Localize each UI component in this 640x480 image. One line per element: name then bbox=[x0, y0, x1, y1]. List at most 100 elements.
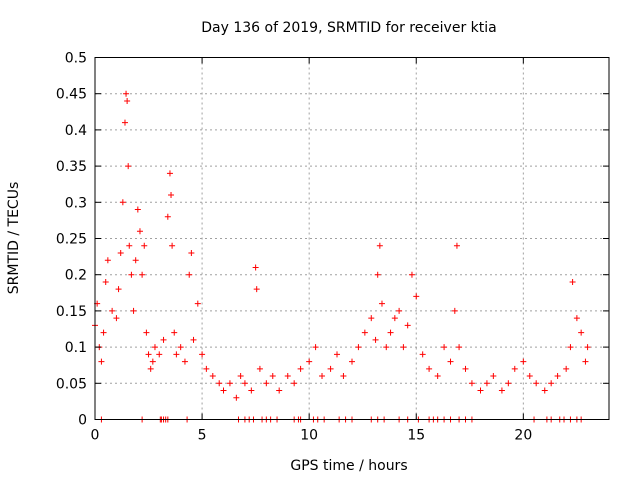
y-tick-label: 0.2 bbox=[65, 268, 87, 284]
data-point bbox=[312, 344, 319, 351]
data-point bbox=[128, 271, 135, 278]
y-tick-label: 0.45 bbox=[56, 87, 87, 103]
data-point bbox=[169, 242, 176, 249]
data-point bbox=[117, 249, 124, 256]
data-point bbox=[188, 249, 195, 256]
data-point bbox=[441, 344, 448, 351]
data-point bbox=[541, 387, 548, 394]
data-point bbox=[368, 315, 375, 322]
data-point bbox=[554, 373, 561, 380]
x-axis-label: GPS time / hours bbox=[290, 458, 407, 474]
data-point bbox=[413, 293, 420, 300]
data-point bbox=[124, 97, 131, 104]
data-point bbox=[419, 351, 426, 358]
data-point bbox=[113, 315, 120, 322]
y-tick-label: 0.5 bbox=[65, 51, 87, 67]
data-point bbox=[391, 315, 398, 322]
data-point bbox=[166, 170, 173, 177]
data-point bbox=[109, 307, 116, 314]
data-point bbox=[164, 213, 171, 220]
data-point bbox=[511, 365, 518, 372]
data-point bbox=[327, 365, 334, 372]
data-point bbox=[147, 365, 154, 372]
data-point bbox=[130, 307, 137, 314]
data-point bbox=[136, 228, 143, 235]
data-point bbox=[248, 387, 255, 394]
data-point bbox=[141, 242, 148, 249]
data-point bbox=[160, 336, 167, 343]
grid-lines bbox=[95, 57, 609, 420]
data-point bbox=[483, 380, 490, 387]
y-axis-label: SRMTID / TECUs bbox=[6, 182, 22, 295]
data-point bbox=[355, 344, 362, 351]
data-point bbox=[404, 322, 411, 329]
data-point bbox=[252, 264, 259, 271]
data-point bbox=[226, 380, 233, 387]
data-point bbox=[156, 351, 163, 358]
data-point bbox=[145, 351, 152, 358]
data-point bbox=[181, 358, 188, 365]
data-point bbox=[173, 351, 180, 358]
data-point bbox=[269, 373, 276, 380]
data-point bbox=[132, 257, 139, 264]
data-point bbox=[190, 336, 197, 343]
data-point bbox=[143, 329, 150, 336]
data-point bbox=[383, 344, 390, 351]
data-point bbox=[563, 365, 570, 372]
data-point bbox=[533, 380, 540, 387]
data-point bbox=[567, 344, 574, 351]
y-tick-label: 0.4 bbox=[65, 123, 87, 139]
data-point bbox=[149, 358, 156, 365]
data-point bbox=[573, 315, 580, 322]
data-point bbox=[291, 380, 298, 387]
data-point bbox=[194, 300, 201, 307]
data-point bbox=[104, 257, 111, 264]
data-point bbox=[306, 358, 313, 365]
data-point bbox=[276, 387, 283, 394]
y-tick-label: 0.25 bbox=[56, 232, 87, 248]
axis-ticks: 0 0.05 0.1 0.15 0.2 0.25 0.3 0.35 0.4 0.45 0.5 0 5 10… bbox=[56, 51, 609, 444]
data-point bbox=[233, 394, 240, 401]
data-point bbox=[319, 373, 326, 380]
y-tick-label: 0.05 bbox=[56, 376, 87, 392]
x-tick-label: 15 bbox=[407, 428, 425, 444]
data-point bbox=[203, 365, 210, 372]
data-point bbox=[426, 365, 433, 372]
data-point bbox=[376, 242, 383, 249]
data-point bbox=[447, 358, 454, 365]
data-point bbox=[462, 365, 469, 372]
data-point bbox=[434, 373, 441, 380]
data-point bbox=[171, 329, 178, 336]
data-point bbox=[220, 387, 227, 394]
data-point bbox=[498, 387, 505, 394]
data-point bbox=[119, 199, 126, 206]
x-tick-label: 5 bbox=[198, 428, 207, 444]
y-tick-label: 0.15 bbox=[56, 304, 87, 320]
data-point bbox=[490, 373, 497, 380]
y-tick-label: 0.1 bbox=[65, 340, 87, 356]
data-point bbox=[284, 373, 291, 380]
data-point bbox=[374, 271, 381, 278]
data-point bbox=[209, 373, 216, 380]
data-point bbox=[237, 373, 244, 380]
x-tick-label: 0 bbox=[91, 428, 100, 444]
data-point bbox=[151, 344, 158, 351]
data-point bbox=[520, 358, 527, 365]
data-point bbox=[453, 242, 460, 249]
y-tick-label: 0 bbox=[78, 413, 87, 429]
data-point bbox=[98, 358, 105, 365]
data-point bbox=[256, 365, 263, 372]
data-point bbox=[396, 307, 403, 314]
data-point bbox=[378, 300, 385, 307]
data-point bbox=[334, 351, 341, 358]
data-point bbox=[372, 336, 379, 343]
data-point bbox=[361, 329, 368, 336]
y-tick-label: 0.3 bbox=[65, 195, 87, 211]
data-point bbox=[241, 380, 248, 387]
data-point bbox=[340, 373, 347, 380]
data-point bbox=[451, 307, 458, 314]
data-point bbox=[456, 344, 463, 351]
data-points bbox=[92, 90, 591, 423]
data-point bbox=[139, 271, 146, 278]
data-point bbox=[548, 380, 555, 387]
